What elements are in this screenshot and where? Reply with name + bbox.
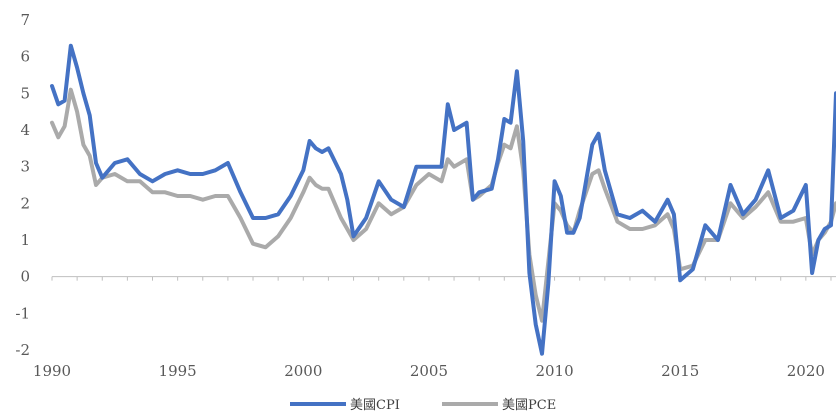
y-tick-label: 3	[20, 158, 30, 176]
legend-label: 美國CPI	[350, 398, 400, 413]
x-tick-label: 2015	[661, 362, 699, 380]
y-tick-label: -2	[15, 341, 30, 359]
y-tick-label: 6	[20, 48, 30, 66]
y-tick-label: 1	[20, 231, 30, 249]
y-tick-label: 7	[20, 11, 30, 29]
x-tick-label: 2000	[284, 362, 322, 380]
y-tick-label: -1	[15, 304, 30, 322]
legend-item-pce: 美國PCE	[442, 398, 556, 413]
legend-label: 美國PCE	[502, 398, 556, 413]
y-tick-label: 0	[20, 268, 30, 286]
legend-item-cpi: 美國CPI	[290, 398, 400, 413]
series-layer	[50, 43, 836, 356]
x-tick-label: 1990	[33, 362, 71, 380]
x-tick-label: 1995	[159, 362, 197, 380]
y-tick-label: 2	[20, 194, 30, 212]
y-axis: -2 -1 0 1 2 3 4 5 6 7	[15, 11, 30, 359]
legend: 美國CPI 美國PCE	[290, 398, 556, 413]
x-tick-label: 2020	[787, 362, 825, 380]
y-tick-label: 5	[20, 84, 30, 102]
x-axis: 1990 1995 2000 2005 2010 2015 2020	[33, 276, 836, 380]
x-tick-label: 2005	[410, 362, 448, 380]
x-tick-label: 2010	[535, 362, 573, 380]
series-line-cpi	[50, 43, 836, 356]
y-tick-label: 4	[20, 121, 30, 139]
